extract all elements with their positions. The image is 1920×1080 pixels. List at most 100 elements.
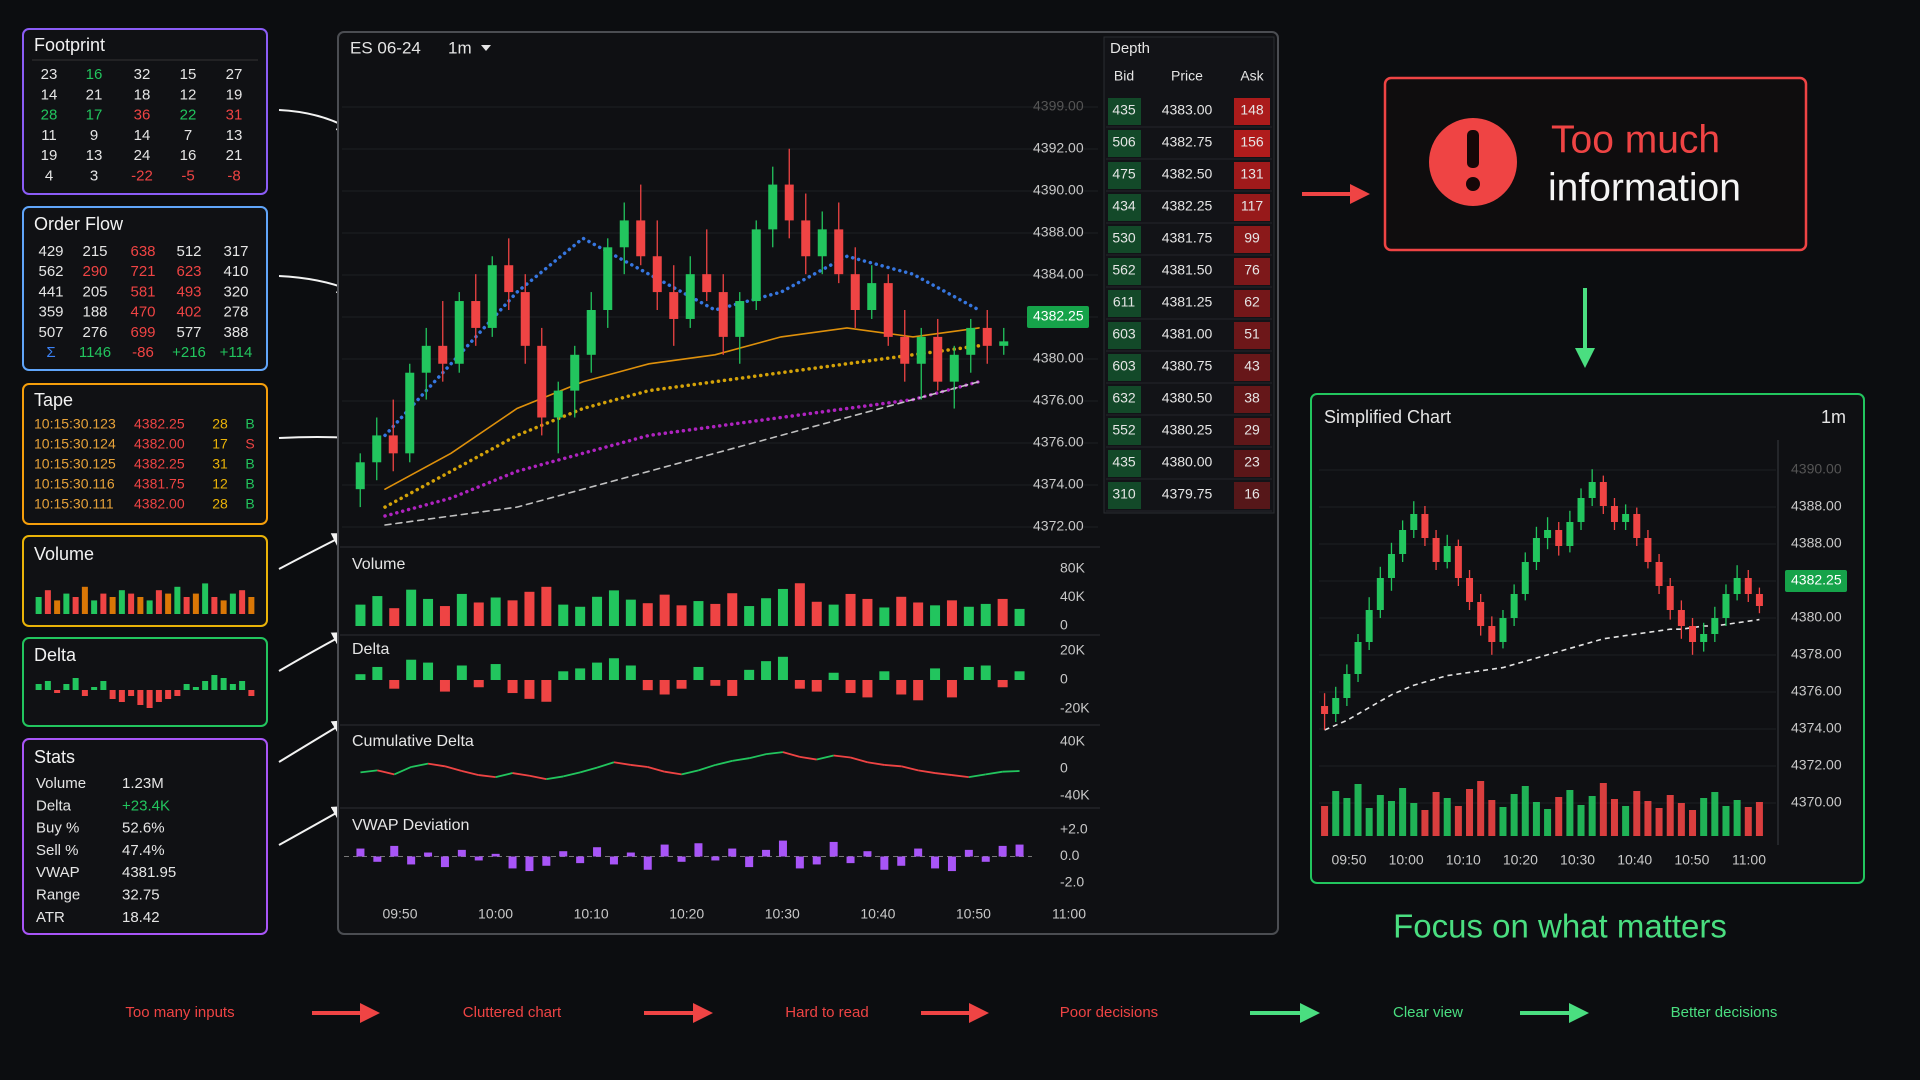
- mini-delta-bar: [63, 684, 70, 690]
- mini-volume-bar: [100, 593, 107, 614]
- volume-bar: [676, 605, 687, 626]
- candle-body: [1477, 602, 1485, 626]
- candle-body: [1610, 506, 1618, 522]
- cumulative-delta-segment: [681, 769, 699, 776]
- grid-cell: 23: [41, 66, 58, 83]
- mini-volume-bar: [54, 600, 61, 614]
- vwap-deviation-bar: [829, 841, 838, 857]
- ask-cell: [1234, 290, 1270, 317]
- bid-cell: [1108, 418, 1141, 445]
- volume-bar: [1744, 807, 1752, 836]
- candle-body: [1633, 514, 1641, 538]
- grid-cell: -5: [181, 167, 194, 184]
- candle-body: [1555, 530, 1563, 546]
- depth-price: 4381.25: [1162, 294, 1213, 310]
- tape-size: 28: [212, 416, 228, 432]
- depth-ask: 117: [1241, 198, 1264, 214]
- delta-bar: [524, 680, 535, 699]
- candle-body: [933, 336, 943, 382]
- volume-bar: [727, 593, 738, 626]
- volume-bar: [439, 606, 450, 626]
- cumulative-delta-segment: [765, 751, 784, 756]
- grid-cell: 36: [134, 107, 151, 124]
- depth-ask: 43: [1244, 358, 1260, 374]
- cumulative-delta-segment: [546, 775, 564, 781]
- price-label: 4390.00: [1033, 182, 1084, 198]
- mini-volume-bar: [81, 586, 88, 614]
- cumulative-delta-segment: [512, 772, 530, 777]
- candle-body: [1510, 594, 1518, 618]
- volume-bar: [913, 602, 924, 626]
- tape-size: 12: [212, 476, 228, 492]
- cumulative-delta-segment: [748, 753, 767, 760]
- x-tick-label: 10:50: [956, 906, 991, 922]
- candle-body: [388, 435, 398, 454]
- candle-body: [900, 336, 910, 364]
- main-chart-panel: [337, 31, 1279, 935]
- depth-header: Price: [1171, 68, 1203, 84]
- candle-body: [1700, 634, 1708, 642]
- depth-price: 4381.50: [1162, 262, 1213, 278]
- volume-bar: [355, 604, 366, 626]
- overlay-line: [383, 236, 981, 438]
- delta-bar: [406, 659, 417, 680]
- mini-delta-bar: [220, 678, 227, 690]
- volume-bar: [761, 598, 772, 626]
- vwap-deviation-bar: [525, 856, 534, 872]
- ask-cell: [1234, 386, 1270, 413]
- delta-bar: [997, 680, 1008, 688]
- tape-price: 4381.75: [134, 476, 185, 492]
- mini-volume-bar: [229, 593, 236, 614]
- volume-bar: [1499, 807, 1507, 836]
- candle-body: [1577, 498, 1585, 522]
- depth-bid: 506: [1112, 134, 1136, 150]
- stat-value: 18.42: [122, 909, 160, 926]
- delta-bar: [845, 680, 856, 694]
- ask-cell: [1234, 450, 1270, 477]
- candle-body: [1488, 626, 1496, 642]
- tape-size: 17: [212, 436, 228, 452]
- x-tick-label: 09:50: [1331, 852, 1366, 868]
- x-tick-label: 10:00: [1389, 852, 1424, 868]
- delta-bar: [744, 669, 755, 680]
- delta-bar: [558, 671, 569, 680]
- bid-cell: [1108, 482, 1141, 509]
- delta-bar: [456, 665, 467, 680]
- delta-bar: [355, 674, 366, 680]
- cumulative-delta-segment: [444, 765, 463, 772]
- volume-bar: [811, 601, 822, 626]
- flow-step: Cluttered chart: [463, 1004, 562, 1021]
- mini-delta-bar: [137, 690, 144, 705]
- mini-delta-bar: [174, 690, 181, 696]
- vwap-deviation-bar: [914, 848, 923, 857]
- ask-cell: [1234, 258, 1270, 285]
- panel-separators: [340, 546, 1100, 809]
- mini-volume-bar: [192, 593, 199, 614]
- cumulative-delta-segment: [410, 762, 429, 768]
- candle-body: [1722, 594, 1730, 618]
- cumulative-delta-segment: [901, 765, 919, 772]
- volume-bar: [524, 591, 535, 626]
- dropdown-caret[interactable]: [481, 45, 491, 51]
- flow: Too many inputs Cluttered chart Hard to …: [125, 1004, 1777, 1021]
- mini-volume-bar: [146, 600, 153, 614]
- cumulative-delta-segment: [985, 770, 1003, 776]
- grid-cell: 27: [226, 66, 243, 83]
- price-label: 4388.00: [1791, 535, 1842, 551]
- depth-ask: 62: [1244, 294, 1260, 310]
- volume-bar: [608, 590, 619, 626]
- grid-cell: 470: [130, 304, 155, 321]
- candle-body: [421, 345, 431, 373]
- grid-cell: 15: [180, 66, 197, 83]
- ask-cell: [1234, 162, 1270, 189]
- x-tick-label: 10:40: [1617, 852, 1652, 868]
- vwap-deviation-bar: [660, 844, 669, 857]
- mini-volume-bar: [44, 590, 51, 614]
- y-tick-label: 0: [1060, 617, 1068, 633]
- price-label: 4376.00: [1033, 392, 1084, 408]
- vwap-deviation-bar: [964, 849, 973, 857]
- volume-bar: [1633, 791, 1641, 836]
- price-label: 4392.00: [1033, 140, 1084, 156]
- vwap-deviation-bar: [457, 849, 466, 857]
- timeframe[interactable]: 1m: [448, 38, 472, 57]
